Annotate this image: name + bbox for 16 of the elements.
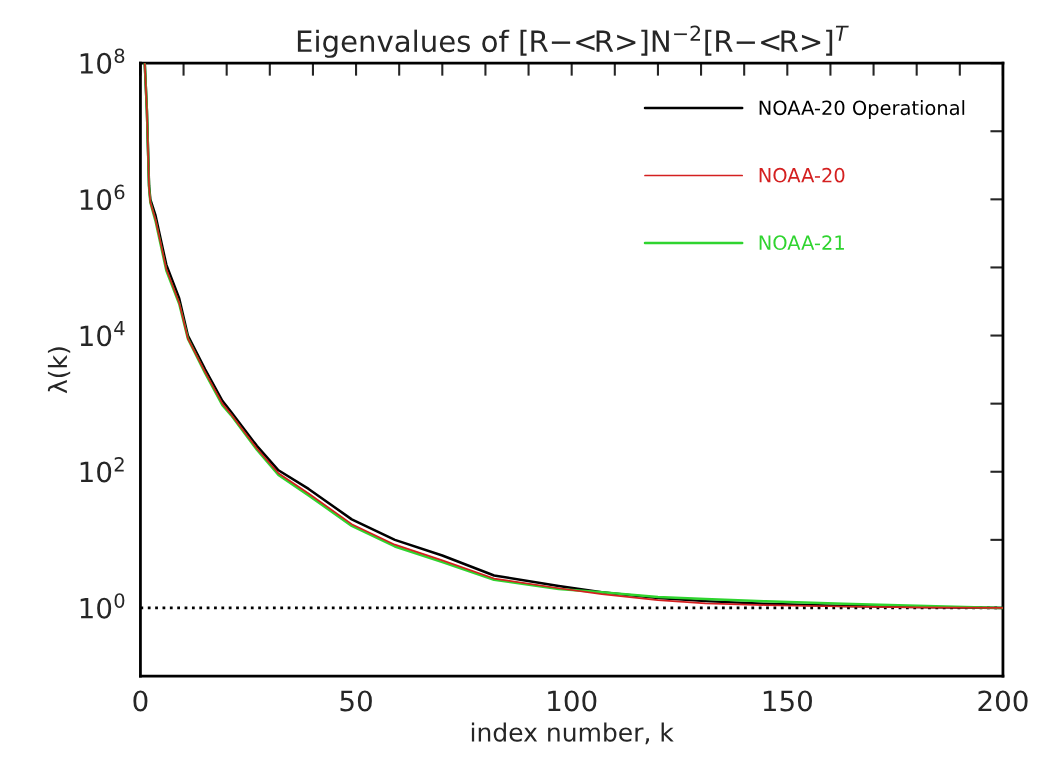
y-tick-label: 10$^{2}$: [80, 457, 124, 483]
x-tick-label: 100: [548, 690, 597, 712]
x-tick-label: 0: [133, 690, 148, 712]
text: NOAA-21: [759, 235, 844, 250]
y-tick-label: 10$^{0}$: [80, 593, 125, 619]
y-tick-label: 10$^{4}$: [80, 321, 125, 347]
y-tick-label: 10$^{8}$: [80, 48, 125, 74]
y-tick-label: 10$^{6}$: [80, 184, 125, 211]
chart-title: Eigenvalues of [R−<R>]N$^{−2}$[R−<R>]$^{T}$: [297, 25, 849, 58]
x-tick-label: 50: [340, 690, 372, 712]
text: NOAA-20 Operational: [759, 100, 965, 119]
x-tick-label: 200: [978, 690, 1028, 712]
text: NOAA-20: [759, 167, 845, 183]
x-axis-title: index number, k: [471, 722, 674, 745]
y-axis-title: λ(k): [47, 347, 71, 394]
x-tick-label: 150: [763, 690, 812, 712]
